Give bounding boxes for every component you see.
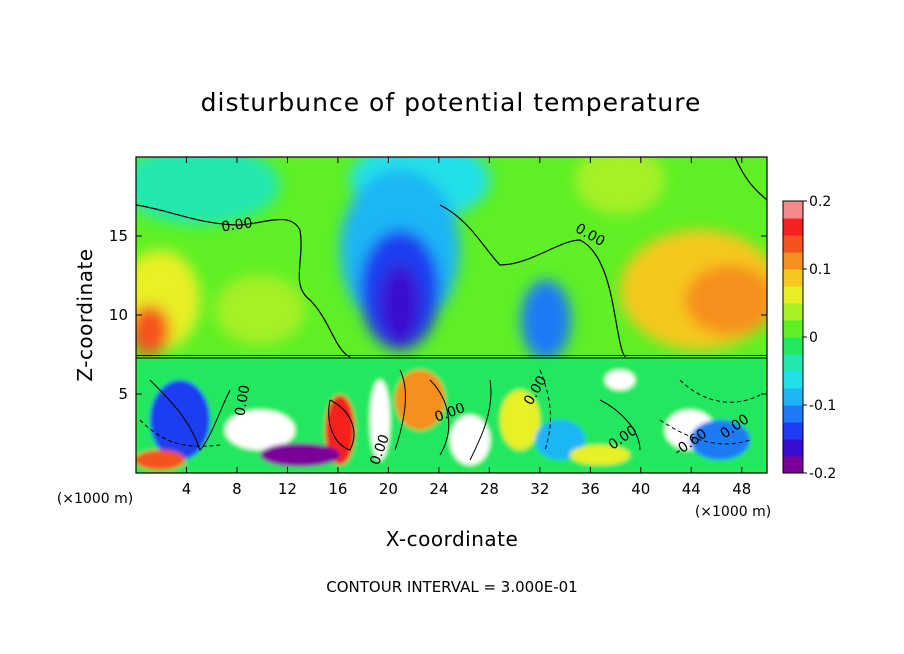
colorbar-swatch: [783, 456, 803, 474]
colorbar-swatch: [783, 269, 803, 287]
colorbar-tick-label: -0.2: [809, 466, 836, 482]
y-axis-unit: (×1000 m): [57, 491, 133, 507]
x-tick-label: 36: [581, 480, 600, 498]
x-tick-label: 8: [232, 480, 242, 498]
colorbar-swatch: [783, 388, 803, 406]
x-axis-unit: (×1000 m): [695, 504, 771, 520]
contour-label: 0.00: [232, 384, 253, 417]
contour-line-zero-left: [136, 204, 351, 358]
x-tick-label: 28: [480, 480, 499, 498]
lower-turbulent-layer: [136, 358, 767, 473]
colorbar-swatch: [783, 252, 803, 270]
colorbar-swatch: [783, 235, 803, 253]
y-axis-ticks: 5 10 15: [109, 227, 767, 403]
contour-interval-note: CONTOUR INTERVAL = 3.000E-01: [326, 578, 577, 596]
x-tick-label: 20: [379, 480, 398, 498]
colorbar-swatch: [783, 303, 803, 321]
colorbar-tick-label: 0: [809, 330, 818, 346]
contour-label: 0.00: [221, 215, 254, 235]
x-tick-label: 16: [328, 480, 347, 498]
x-tick-label: 48: [732, 480, 751, 498]
colorbar-tick-label: 0.1: [809, 262, 831, 278]
upper-field-blobs: [136, 157, 767, 360]
x-tick-label: 40: [631, 480, 650, 498]
y-tick-label: 10: [109, 306, 128, 324]
colorbar-tick-labels: 0.2 0.1 0 -0.1 -0.2: [803, 194, 836, 482]
lower-contours: [139, 369, 761, 461]
heatmap-field: [136, 157, 767, 473]
colorbar-swatch: [783, 286, 803, 304]
colorbar-swatch: [783, 439, 803, 457]
contour-line-zero-right: [439, 204, 626, 358]
x-axis-label: X-coordinate: [386, 527, 519, 551]
chart-title: disturbunce of potential temperature: [201, 88, 702, 117]
colorbar-swatch: [783, 218, 803, 236]
y-tick-label: 5: [118, 385, 128, 403]
x-tick-label: 44: [682, 480, 701, 498]
colorbar-swatch: [783, 405, 803, 423]
x-tick-label: 4: [182, 480, 192, 498]
colorbar-swatch: [783, 422, 803, 440]
colorbar-swatch: [783, 337, 803, 355]
colorbar-swatch: [783, 371, 803, 389]
contour-line-zero-topright: [734, 157, 767, 201]
colorbar: [782, 200, 804, 474]
x-tick-label: 24: [429, 480, 448, 498]
x-tick-label: 12: [278, 480, 297, 498]
colorbar-tick-label: -0.1: [809, 398, 836, 414]
x-tick-label: 32: [530, 480, 549, 498]
colorbar-swatch: [783, 201, 803, 219]
colorbar-tick-label: 0.2: [809, 194, 831, 210]
colorbar-swatch: [783, 320, 803, 338]
x-axis-ticks: 4 8 12 16 20 24 28 32 36 40 44 48: [182, 157, 751, 498]
y-tick-label: 15: [109, 227, 128, 245]
colorbar-swatch: [783, 354, 803, 372]
y-axis-label: Z-coordinate: [73, 248, 97, 381]
